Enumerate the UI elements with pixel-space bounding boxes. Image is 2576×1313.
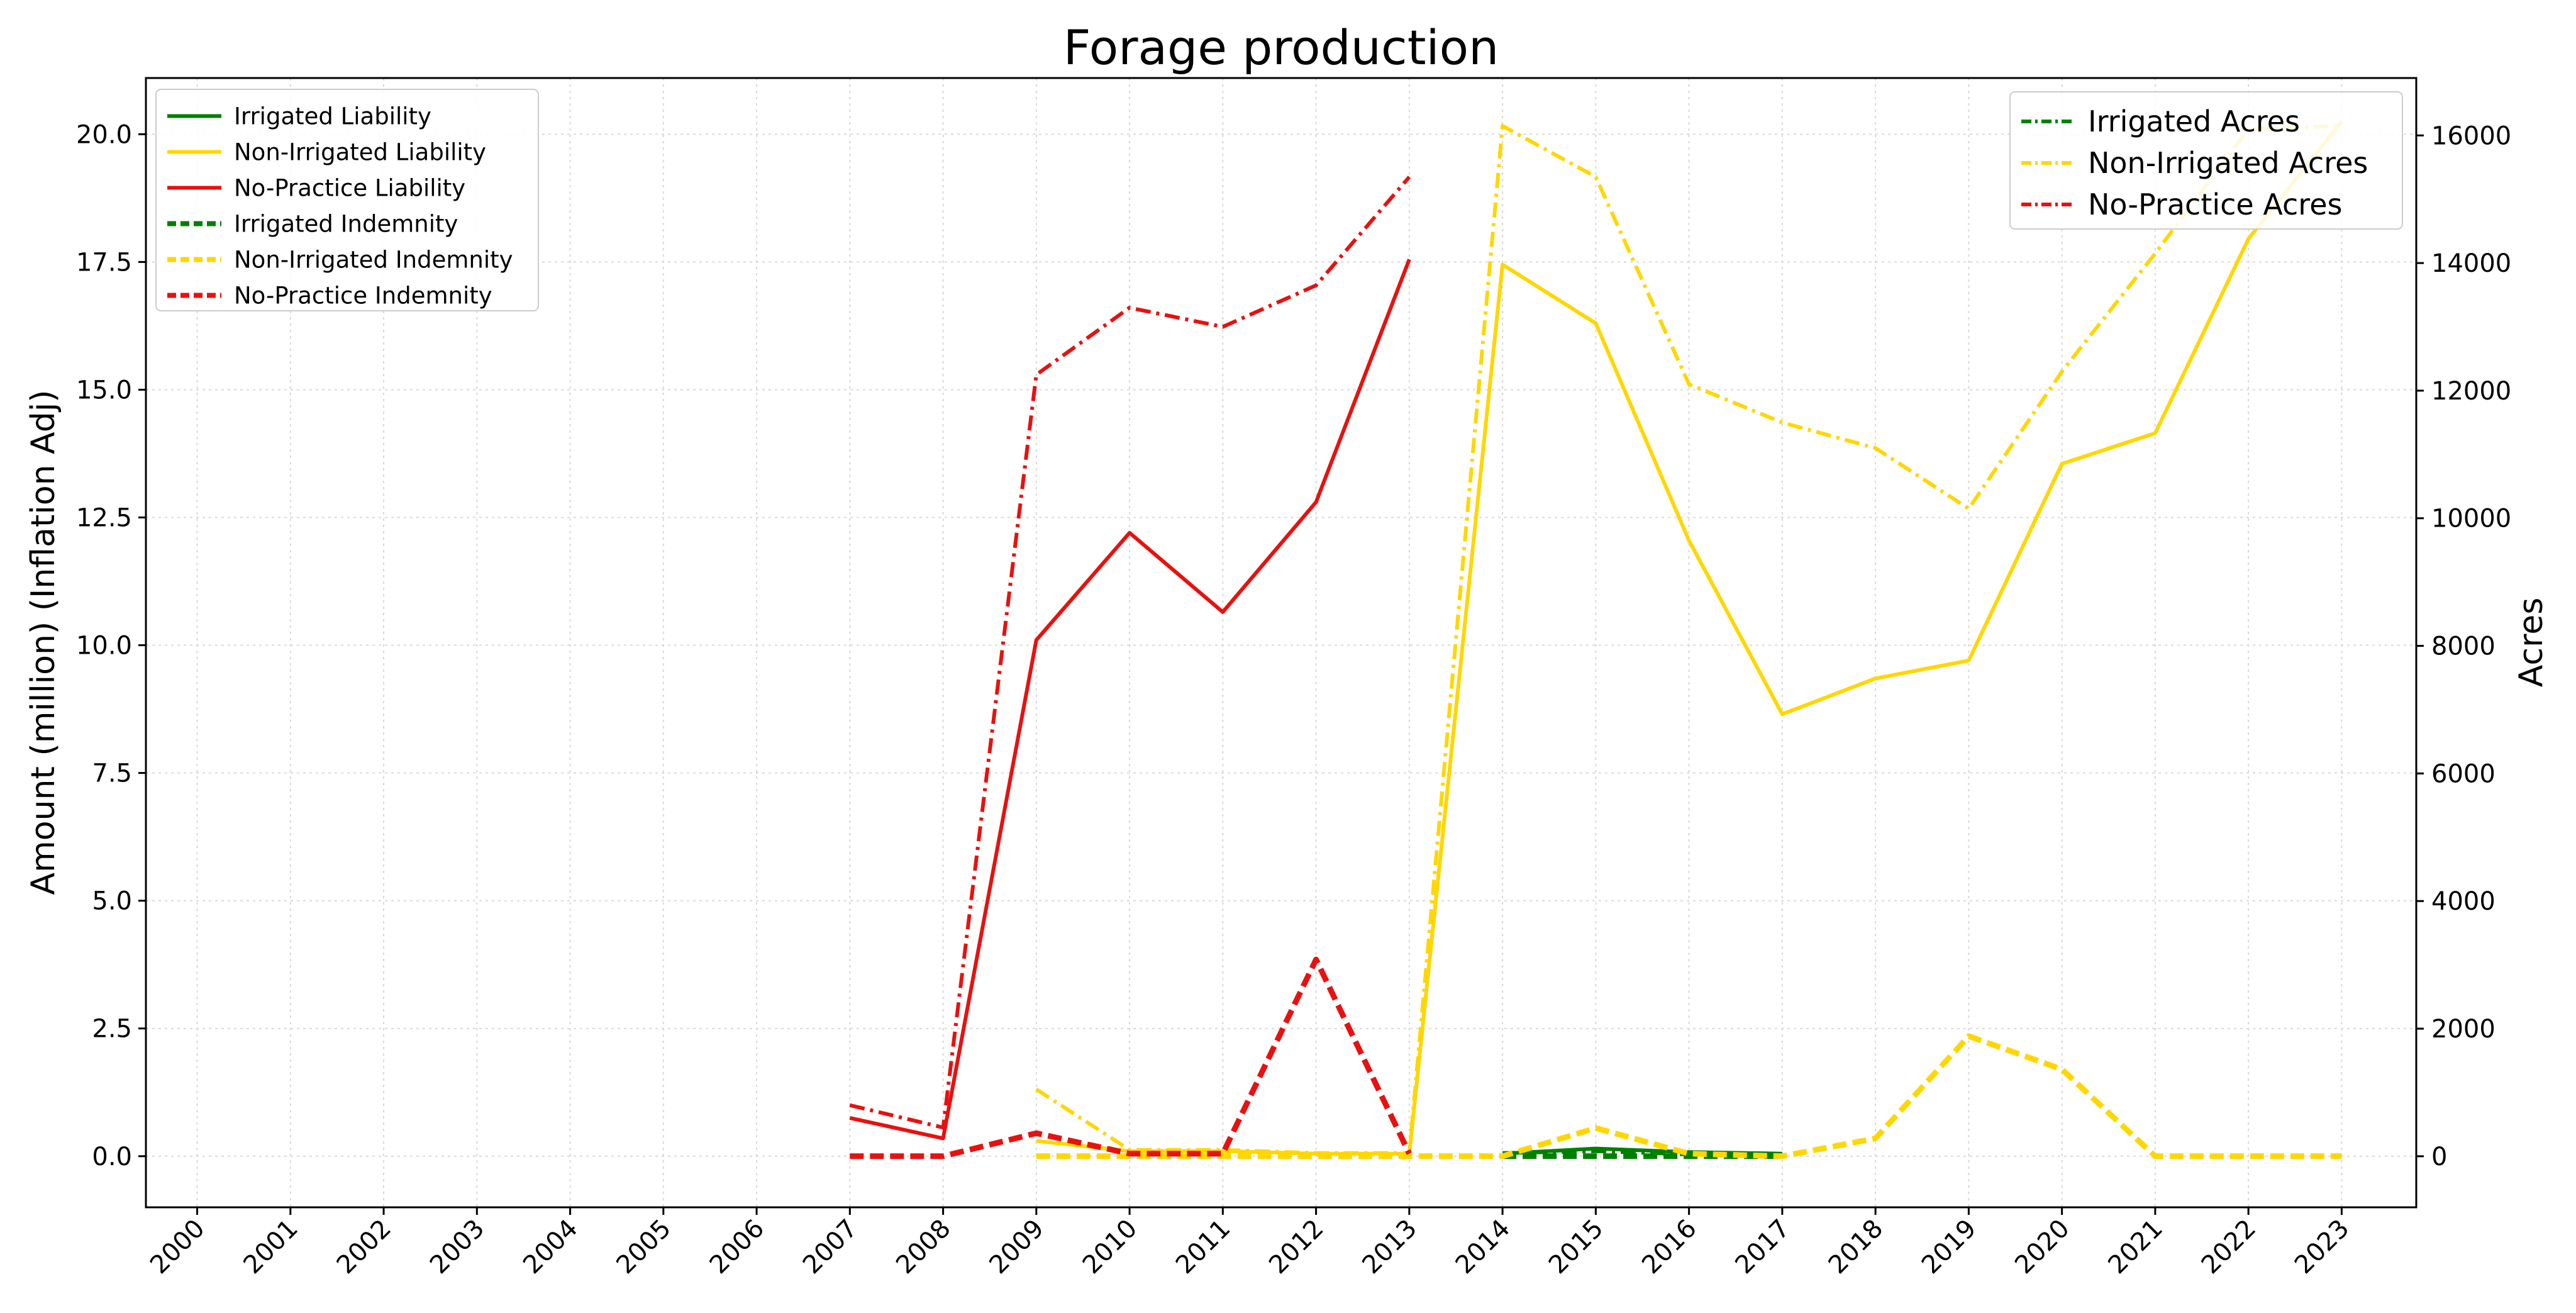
y-axis-label-right: Acres <box>2512 598 2550 688</box>
x-tick-label: 2005 <box>611 1214 677 1280</box>
y-tick-label-left: 10.0 <box>76 632 132 661</box>
y-tick-label-left: 15.0 <box>76 376 132 405</box>
x-tick-label: 2014 <box>1450 1214 1516 1280</box>
y-tick-label-right: 6000 <box>2431 759 2496 788</box>
series-no-practice-indemnity <box>850 956 1412 1159</box>
legend-label-non-irrigated-indemnity: Non-Irrigated Indemnity <box>234 247 513 274</box>
x-tick-label: 2002 <box>331 1214 397 1280</box>
x-tick-label: 2004 <box>518 1214 584 1280</box>
x-tick-label: 2006 <box>704 1214 770 1280</box>
x-tick-label: 2023 <box>2289 1214 2355 1280</box>
legend-label-non-irrigated-liability: Non-Irrigated Liability <box>234 139 486 166</box>
x-tick-label: 2012 <box>1263 1214 1330 1280</box>
legend-label-non-irrigated-acres: Non-Irrigated Acres <box>2088 146 2368 180</box>
x-tick-label: 2022 <box>2196 1214 2262 1280</box>
legend-label-no-practice-indemnity: No-Practice Indemnity <box>234 282 492 310</box>
x-tick-label: 2017 <box>1729 1214 1796 1280</box>
y-axis-label-left: Amount (million) (Inflation Adj) <box>25 390 62 895</box>
legend-label-irrigated-acres: Irrigated Acres <box>2088 104 2300 138</box>
x-tick-label: 2020 <box>2009 1214 2075 1280</box>
y-tick-label-left: 2.5 <box>92 1015 132 1044</box>
x-tick-label: 2001 <box>238 1214 304 1280</box>
y-tick-label-right: 0 <box>2431 1143 2447 1171</box>
x-tick-label: 2007 <box>797 1214 863 1280</box>
y-tick-label-right: 2000 <box>2431 1015 2496 1044</box>
series-non-irrigated-liability <box>1036 120 2343 1156</box>
legend-label-no-practice-liability: No-Practice Liability <box>234 175 465 202</box>
y-tick-label-right: 4000 <box>2431 887 2496 916</box>
series-layer <box>849 120 2343 1159</box>
series-no-practice-acres <box>849 176 1411 1130</box>
legend-label-no-practice-acres: No-Practice Acres <box>2088 187 2342 221</box>
series-no-practice-liability <box>849 259 1411 1141</box>
series-non-irrigated-acres <box>1035 124 2342 1155</box>
series-irrigated-acres <box>1502 1149 1782 1156</box>
x-tick-label: 2003 <box>425 1214 491 1280</box>
series-non-irrigated-indemnity <box>1036 1033 2342 1159</box>
y-tick-label-left: 0.0 <box>92 1143 132 1171</box>
y-tick-label-left: 7.5 <box>92 759 132 788</box>
y-tick-label-right: 14000 <box>2431 249 2511 278</box>
plot-frame <box>145 77 2418 1209</box>
legend-label-irrigated-indemnity: Irrigated Indemnity <box>234 211 458 238</box>
y-tick-label-right: 16000 <box>2431 121 2511 150</box>
y-tick-label-right: 12000 <box>2431 377 2511 406</box>
x-tick-label: 2000 <box>145 1214 211 1280</box>
x-tick-label: 2015 <box>1543 1214 1609 1280</box>
y-tick-label-left: 17.5 <box>76 248 132 277</box>
legend-label-irrigated-liability: Irrigated Liability <box>234 103 431 130</box>
x-tick-label: 2021 <box>2102 1214 2168 1280</box>
legend-box <box>2009 91 2403 230</box>
x-tick-label: 2016 <box>1636 1214 1702 1280</box>
x-tick-label: 2008 <box>891 1214 957 1280</box>
x-tick-label: 2011 <box>1170 1214 1236 1280</box>
y-tick-label-left: 20.0 <box>76 120 132 149</box>
y-tick-label-right: 8000 <box>2431 632 2496 661</box>
legend-right: Irrigated Acres Non-Irrigated Acres No-Pra… <box>2009 91 2403 230</box>
chart-title: Forage production <box>1063 20 1499 75</box>
x-tick-label: 2018 <box>1823 1214 1889 1280</box>
y-tick-label-left: 12.5 <box>76 504 132 533</box>
x-tick-label: 2010 <box>1077 1214 1143 1280</box>
legend-left: Irrigated Liability Non-Irrigated Liabili… <box>155 89 539 311</box>
legend-box <box>155 89 539 311</box>
y-tick-label-left: 5.0 <box>92 887 132 916</box>
y-tick-label-right: 10000 <box>2431 505 2511 534</box>
x-tick-label: 2013 <box>1357 1214 1423 1280</box>
x-tick-label: 2009 <box>984 1214 1050 1280</box>
x-tick-label: 2019 <box>1916 1214 1982 1280</box>
